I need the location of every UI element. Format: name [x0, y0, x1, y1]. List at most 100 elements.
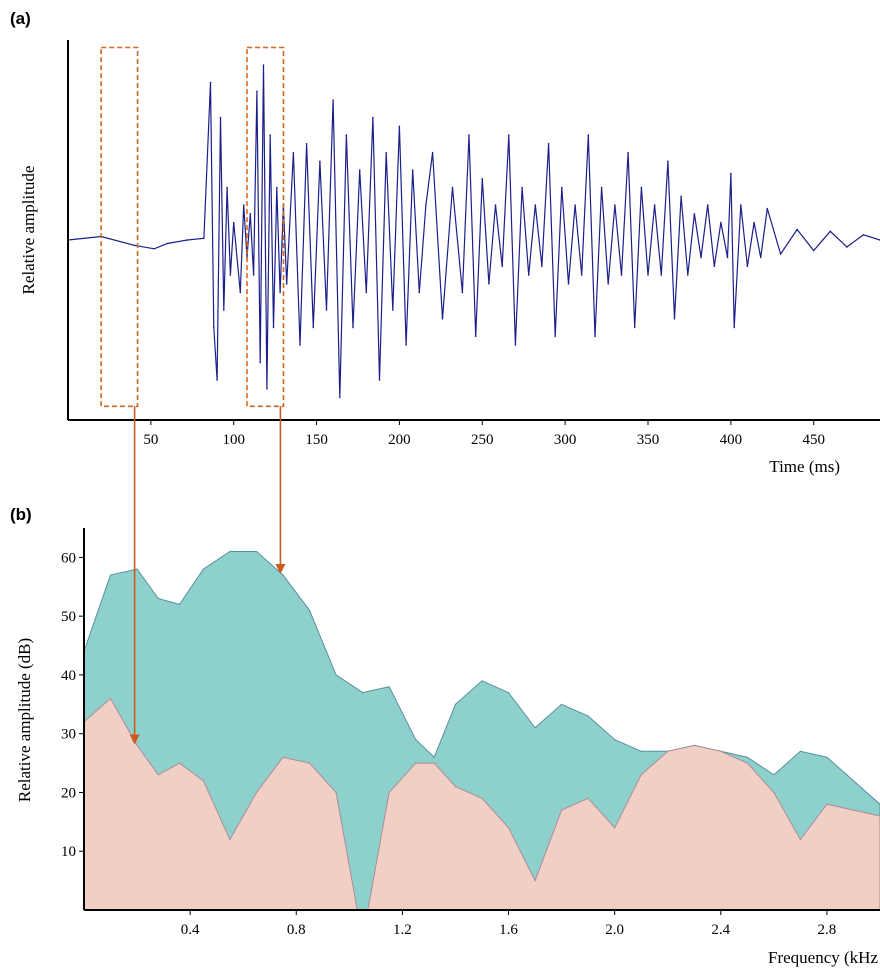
spectrum-point	[362, 692, 364, 694]
spectrum-point	[157, 774, 159, 776]
spectrum-point	[852, 809, 855, 811]
waveform-axes	[67, 40, 880, 421]
spectrum-y-axis-title: Relative amplitude (dB)	[15, 638, 34, 802]
waveform-point	[547, 143, 550, 145]
waveform-point	[216, 379, 218, 381]
spectrum-point	[640, 750, 642, 752]
highlight-boxes	[100, 46, 285, 408]
waveform-point	[223, 309, 225, 311]
spectrum-point	[335, 791, 337, 794]
waveform-point	[521, 186, 523, 189]
waveform-point	[239, 291, 242, 294]
spectrum-point	[282, 574, 284, 576]
highlight-box-2	[246, 46, 285, 408]
spectrum-point	[202, 780, 204, 782]
waveform-x-tick-label: 50	[143, 432, 158, 448]
waveform-point	[425, 204, 427, 206]
waveform-point	[501, 265, 504, 268]
spectrum-point	[799, 750, 802, 752]
waveform-point	[474, 335, 477, 338]
waveform-point	[213, 326, 215, 329]
waveform-point	[229, 274, 232, 276]
waveform-point	[693, 213, 696, 215]
spectrum-point	[282, 756, 284, 758]
spectrum-point	[109, 697, 112, 700]
waveform-x-tick-label: 400	[720, 432, 743, 448]
waveform-point	[259, 361, 262, 364]
spectrum-y-ticks: 10 20 30 40 50 60	[61, 550, 84, 860]
waveform-point	[392, 309, 394, 311]
waveform-point	[829, 230, 832, 233]
spectrum-point	[534, 727, 536, 729]
spectrum-point	[720, 750, 722, 752]
waveform-point	[862, 234, 865, 236]
spectrum-point	[693, 744, 695, 747]
spectrum-point	[229, 550, 231, 553]
waveform-y-axis-title: Relative amplitude	[19, 166, 38, 295]
spectrum-point	[852, 780, 855, 782]
waveform-point	[753, 221, 755, 224]
spectrum-x-tick-label: 2.4	[711, 922, 730, 938]
spectrum-point	[388, 686, 390, 688]
spectrum-x-tick-label: 0.4	[181, 922, 200, 938]
connector-arrows	[129, 406, 286, 745]
spectrum-panel: (b) 0.4 0.8 1.2 1.6 2.0 2.4 2.8 10 20 30 40 50 60 F…	[10, 505, 880, 967]
spectrum-point	[433, 762, 435, 764]
waveform-x-tick-label: 450	[802, 432, 825, 448]
spectrum-point	[614, 827, 616, 829]
waveform-point	[378, 379, 381, 381]
spectrum-point	[561, 703, 563, 705]
waveform-x-tick-label: 150	[305, 432, 328, 448]
waveform-point	[325, 309, 328, 311]
waveform-point	[687, 274, 689, 276]
waveform-point	[339, 396, 341, 399]
spectrum-point	[746, 762, 748, 764]
waveform-x-tick-label: 350	[637, 432, 660, 448]
waveform-point	[272, 326, 275, 329]
spectrum-point	[178, 603, 181, 606]
spectrum-y-tick-label: 10	[61, 844, 76, 860]
spectrum-point	[255, 550, 258, 553]
waveform-point	[713, 265, 716, 268]
waveform-point	[249, 213, 252, 215]
waveform-point	[527, 274, 530, 276]
spectrum-x-tick-label: 0.8	[287, 922, 306, 938]
spectrum-point	[454, 703, 457, 705]
spectrum-y-tick-label: 60	[61, 550, 76, 566]
spectrum-point	[481, 680, 483, 682]
panel-a-label: (a)	[10, 9, 31, 28]
waveform-x-tick-label: 100	[222, 432, 245, 448]
waveform-point	[431, 151, 434, 154]
spectrum-point	[136, 744, 138, 747]
waveform-point	[133, 244, 136, 247]
waveform-point	[352, 326, 354, 329]
waveform-point	[620, 274, 623, 276]
waveform-point	[441, 318, 444, 320]
waveform-point	[186, 239, 189, 241]
waveform-point	[405, 344, 407, 346]
waveform-point	[232, 221, 235, 224]
spectrum-point	[799, 838, 802, 841]
spectrum-x-tick-label: 1.2	[393, 922, 412, 938]
waveform-point	[730, 172, 732, 175]
waveform-point	[481, 178, 484, 180]
spectrum-point	[335, 674, 337, 676]
waveform-point	[700, 256, 702, 259]
waveform-point	[726, 256, 729, 259]
waveform-point	[508, 134, 510, 136]
waveform-point	[262, 64, 265, 66]
waveform-x-ticks: 50 100 150 200 250 300 350 400 450	[143, 420, 825, 448]
spectrum-y-tick-label: 50	[61, 609, 76, 625]
spectrum-point	[826, 756, 828, 758]
spectrum-areas	[83, 550, 880, 911]
waveform-point	[203, 237, 205, 240]
waveform-point	[494, 204, 497, 206]
spectrum-point	[388, 791, 390, 794]
waveform-point	[266, 388, 268, 390]
waveform-x-tick-label: 200	[388, 432, 411, 448]
waveform-point	[779, 253, 782, 255]
waveform-point	[554, 335, 556, 338]
spectrum-x-tick-label: 2.0	[605, 922, 624, 938]
spectrum-y-tick-label: 20	[61, 785, 76, 801]
waveform-series-line	[67, 64, 880, 398]
